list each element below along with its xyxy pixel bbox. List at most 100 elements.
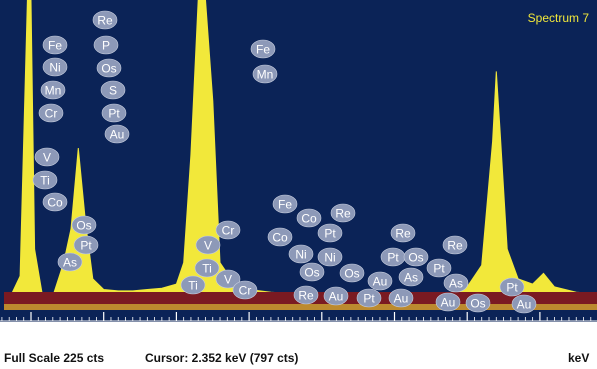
element-label-re[interactable]: Re: [92, 10, 118, 30]
element-label-os[interactable]: Os: [299, 262, 325, 282]
element-label-ni[interactable]: Ni: [42, 57, 68, 77]
element-label-fe[interactable]: Fe: [272, 194, 298, 214]
element-label-text: Os: [304, 266, 319, 280]
element-label-p[interactable]: P: [93, 35, 119, 55]
element-label-pt[interactable]: Pt: [317, 223, 343, 243]
element-label-pt[interactable]: Pt: [380, 247, 406, 267]
element-label-co[interactable]: Co: [42, 192, 68, 212]
element-label-text: Pt: [433, 262, 445, 276]
element-label-v[interactable]: V: [195, 235, 221, 255]
spectrum-area: [8, 0, 597, 304]
element-label-re[interactable]: Re: [442, 235, 468, 255]
element-label-bubble: [96, 58, 122, 78]
element-label-bubble: [288, 244, 314, 264]
element-label-text: Ni: [295, 248, 306, 262]
element-label-bubble: [443, 273, 469, 293]
element-label-os[interactable]: Os: [71, 215, 97, 235]
element-label-text: Pt: [363, 292, 375, 306]
element-label-os[interactable]: Os: [96, 58, 122, 78]
element-label-re[interactable]: Re: [293, 285, 319, 305]
element-label-bubble: [403, 247, 429, 267]
element-label-text: Au: [394, 292, 409, 306]
element-label-bubble: [195, 235, 221, 255]
element-label-co[interactable]: Co: [296, 208, 322, 228]
element-label-au[interactable]: Au: [435, 292, 461, 312]
element-label-os[interactable]: Os: [339, 263, 365, 283]
element-label-cr[interactable]: Cr: [38, 103, 64, 123]
element-label-cr[interactable]: Cr: [232, 280, 258, 300]
element-label-pt[interactable]: Pt: [499, 277, 525, 297]
element-label-os[interactable]: Os: [403, 247, 429, 267]
element-label-v[interactable]: V: [215, 269, 241, 289]
element-label-os[interactable]: Os: [465, 293, 491, 313]
spectrum-chart[interactable]: 02468101214RePOsSPtAuFeNiMnCrVTiCoFeMnOs…: [0, 0, 597, 322]
element-label-ni[interactable]: Ni: [288, 244, 314, 264]
element-label-au[interactable]: Au: [388, 288, 414, 308]
element-label-text: Pt: [80, 239, 92, 253]
element-label-bubble: [252, 64, 278, 84]
element-label-text: Co: [47, 196, 63, 210]
element-label-bubble: [93, 35, 119, 55]
element-label-re[interactable]: Re: [330, 203, 356, 223]
element-label-as[interactable]: As: [398, 267, 424, 287]
element-label-au[interactable]: Au: [511, 294, 537, 314]
element-label-bubble: [388, 288, 414, 308]
element-label-text: Ti: [40, 174, 50, 188]
element-label-ti[interactable]: Ti: [194, 258, 220, 278]
element-label-text: Mn: [257, 68, 274, 82]
element-label-text: Os: [408, 251, 423, 265]
element-label-text: Co: [301, 212, 317, 226]
element-label-s[interactable]: S: [100, 80, 126, 100]
element-label-text: Os: [76, 219, 91, 233]
element-label-bubble: [92, 10, 118, 30]
element-label-bubble: [57, 252, 83, 272]
element-label-bubble: [442, 235, 468, 255]
element-label-as[interactable]: As: [57, 252, 83, 272]
element-label-text: V: [204, 239, 212, 253]
element-label-text: Re: [395, 227, 411, 241]
element-label-text: Co: [272, 231, 288, 245]
element-label-text: Re: [447, 239, 463, 253]
element-label-cr[interactable]: Cr: [215, 220, 241, 240]
element-label-re[interactable]: Re: [390, 223, 416, 243]
element-label-fe[interactable]: Fe: [250, 39, 276, 59]
element-label-ti[interactable]: Ti: [180, 275, 206, 295]
element-label-text: Pt: [387, 251, 399, 265]
element-label-bubble: [101, 103, 127, 123]
element-label-as[interactable]: As: [443, 273, 469, 293]
element-label-text: Os: [344, 267, 359, 281]
element-label-bubble: [296, 208, 322, 228]
element-label-bubble: [34, 147, 60, 167]
element-label-fe[interactable]: Fe: [42, 35, 68, 55]
spectrum-plot-area[interactable]: 02468101214RePOsSPtAuFeNiMnCrVTiCoFeMnOs…: [0, 0, 597, 322]
element-label-text: Cr: [222, 224, 235, 238]
element-label-bubble: [317, 247, 343, 267]
element-label-ti[interactable]: Ti: [32, 170, 58, 190]
element-label-bubble: [250, 39, 276, 59]
element-label-co[interactable]: Co: [267, 227, 293, 247]
element-label-mn[interactable]: Mn: [40, 80, 66, 100]
element-label-text: Ni: [324, 251, 335, 265]
element-label-text: As: [449, 277, 463, 291]
element-label-bubble: [390, 223, 416, 243]
element-label-pt[interactable]: Pt: [101, 103, 127, 123]
element-label-au[interactable]: Au: [104, 124, 130, 144]
element-label-text: Re: [298, 289, 314, 303]
element-label-bubble: [398, 267, 424, 287]
element-label-text: V: [43, 151, 51, 165]
element-label-bubble: [272, 194, 298, 214]
element-label-v[interactable]: V: [34, 147, 60, 167]
marker-band-baseline: [4, 304, 597, 310]
element-label-ni[interactable]: Ni: [317, 247, 343, 267]
element-label-text: Re: [97, 14, 113, 28]
element-label-au[interactable]: Au: [367, 271, 393, 291]
element-label-mn[interactable]: Mn: [252, 64, 278, 84]
element-label-pt[interactable]: Pt: [426, 258, 452, 278]
element-label-pt[interactable]: Pt: [356, 288, 382, 308]
element-label-pt[interactable]: Pt: [73, 235, 99, 255]
element-label-text: As: [404, 271, 418, 285]
element-label-au[interactable]: Au: [323, 286, 349, 306]
element-label-bubble: [356, 288, 382, 308]
element-label-bubble: [499, 277, 525, 297]
element-label-bubble: [465, 293, 491, 313]
